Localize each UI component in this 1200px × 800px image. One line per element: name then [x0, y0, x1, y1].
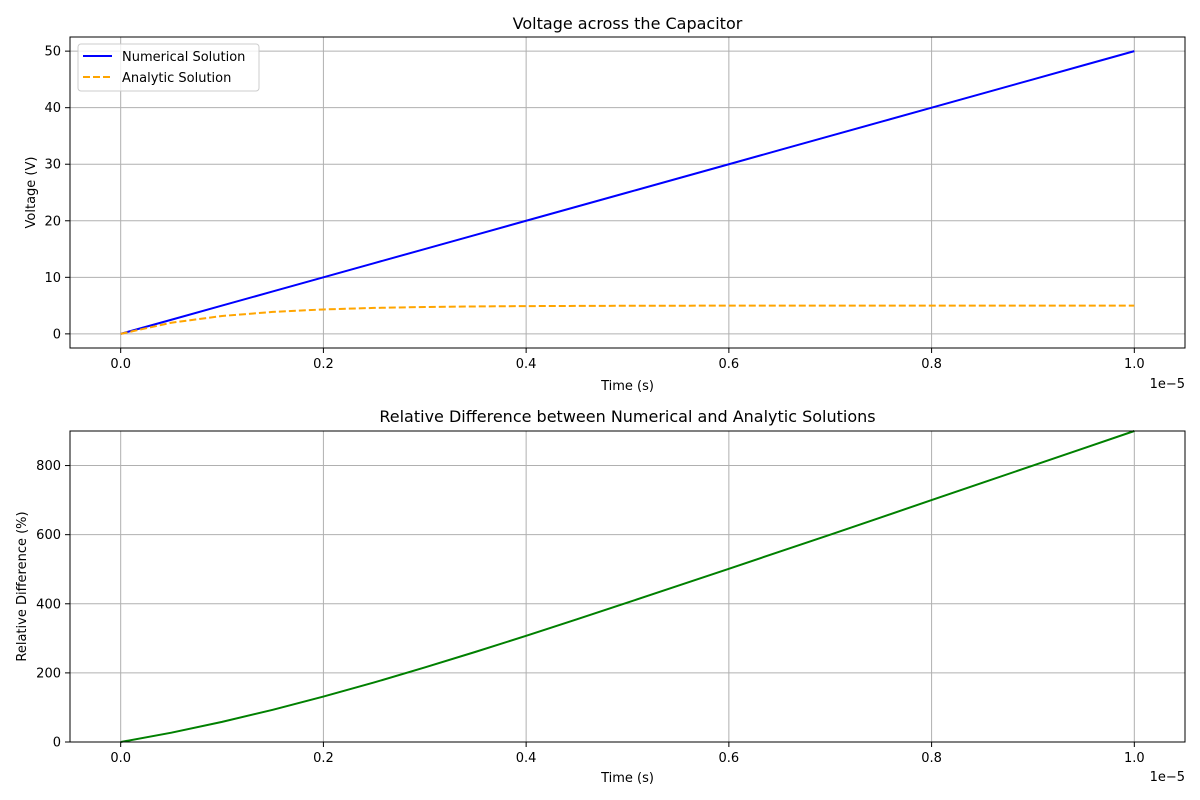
x-tick-label: 0.2 [313, 751, 334, 766]
voltage-chart-x-ticks: 0.0 0.2 0.4 0.6 0.8 1.0 [110, 348, 1145, 372]
voltage-chart-title: Voltage across the Capacitor [513, 14, 743, 33]
x-tick-label: 0.0 [110, 751, 131, 766]
voltage-chart-y-ticks: 0 10 20 30 40 50 [44, 45, 70, 342]
x-tick-label: 0.6 [719, 751, 740, 766]
legend-label-numerical: Numerical Solution [122, 50, 245, 65]
x-tick-label: 0.4 [516, 357, 537, 372]
y-tick-label: 800 [36, 459, 61, 474]
series-line [120, 430, 1135, 743]
y-tick-label: 0 [53, 736, 61, 751]
y-tick-label: 50 [44, 45, 61, 60]
legend-label-analytic: Analytic Solution [122, 71, 231, 86]
x-tick-label: 0.8 [921, 357, 942, 372]
x-tick-label: 0.8 [921, 751, 942, 766]
y-tick-label: 40 [44, 101, 61, 116]
y-tick-label: 400 [36, 597, 61, 612]
y-tick-label: 30 [44, 158, 61, 173]
relative-difference-chart-x-ticks: 0.0 0.2 0.4 0.6 0.8 1.0 [110, 742, 1145, 766]
x-tick-label: 0.2 [313, 357, 334, 372]
voltage-chart-legend: Numerical Solution Analytic Solution [77, 43, 260, 92]
y-tick-label: 20 [44, 214, 61, 229]
voltage-chart-x-offset: 1e−5 [1150, 377, 1185, 392]
relative-difference-chart-title: Relative Difference between Numerical an… [379, 407, 875, 426]
x-tick-label: 0.6 [719, 357, 740, 372]
y-tick-label: 200 [36, 666, 61, 681]
voltage-chart: Voltage across the Capacitor 0.0 0.2 0.4 0.… [24, 14, 1186, 394]
relative-difference-chart-x-label: Time (s) [600, 771, 654, 786]
y-tick-label: 600 [36, 528, 61, 543]
numerical-solution-series [120, 50, 1135, 335]
relative-difference-chart: Relative Difference between Numerical an… [15, 407, 1186, 786]
voltage-chart-y-label: Voltage (V) [24, 157, 39, 229]
relative-difference-chart-axes-frame [69, 430, 1186, 743]
x-tick-label: 0.4 [516, 751, 537, 766]
voltage-chart-axes-frame [69, 36, 1186, 349]
relative-difference-chart-y-ticks: 0 200 400 600 800 [36, 459, 70, 751]
relative-difference-chart-y-label: Relative Difference (%) [15, 511, 30, 661]
relative-difference-chart-lines [120, 430, 1135, 743]
voltage-chart-lines [120, 50, 1135, 335]
x-tick-label: 1.0 [1124, 357, 1145, 372]
analytic-solution-series [120, 304, 1135, 335]
x-tick-label: 0.0 [110, 357, 131, 372]
voltage-chart-x-label: Time (s) [600, 379, 654, 394]
legend-box [77, 43, 260, 92]
y-tick-label: 10 [44, 271, 61, 286]
x-tick-label: 1.0 [1124, 751, 1145, 766]
relative-difference-chart-x-offset: 1e−5 [1150, 770, 1185, 785]
y-tick-label: 0 [53, 327, 61, 342]
